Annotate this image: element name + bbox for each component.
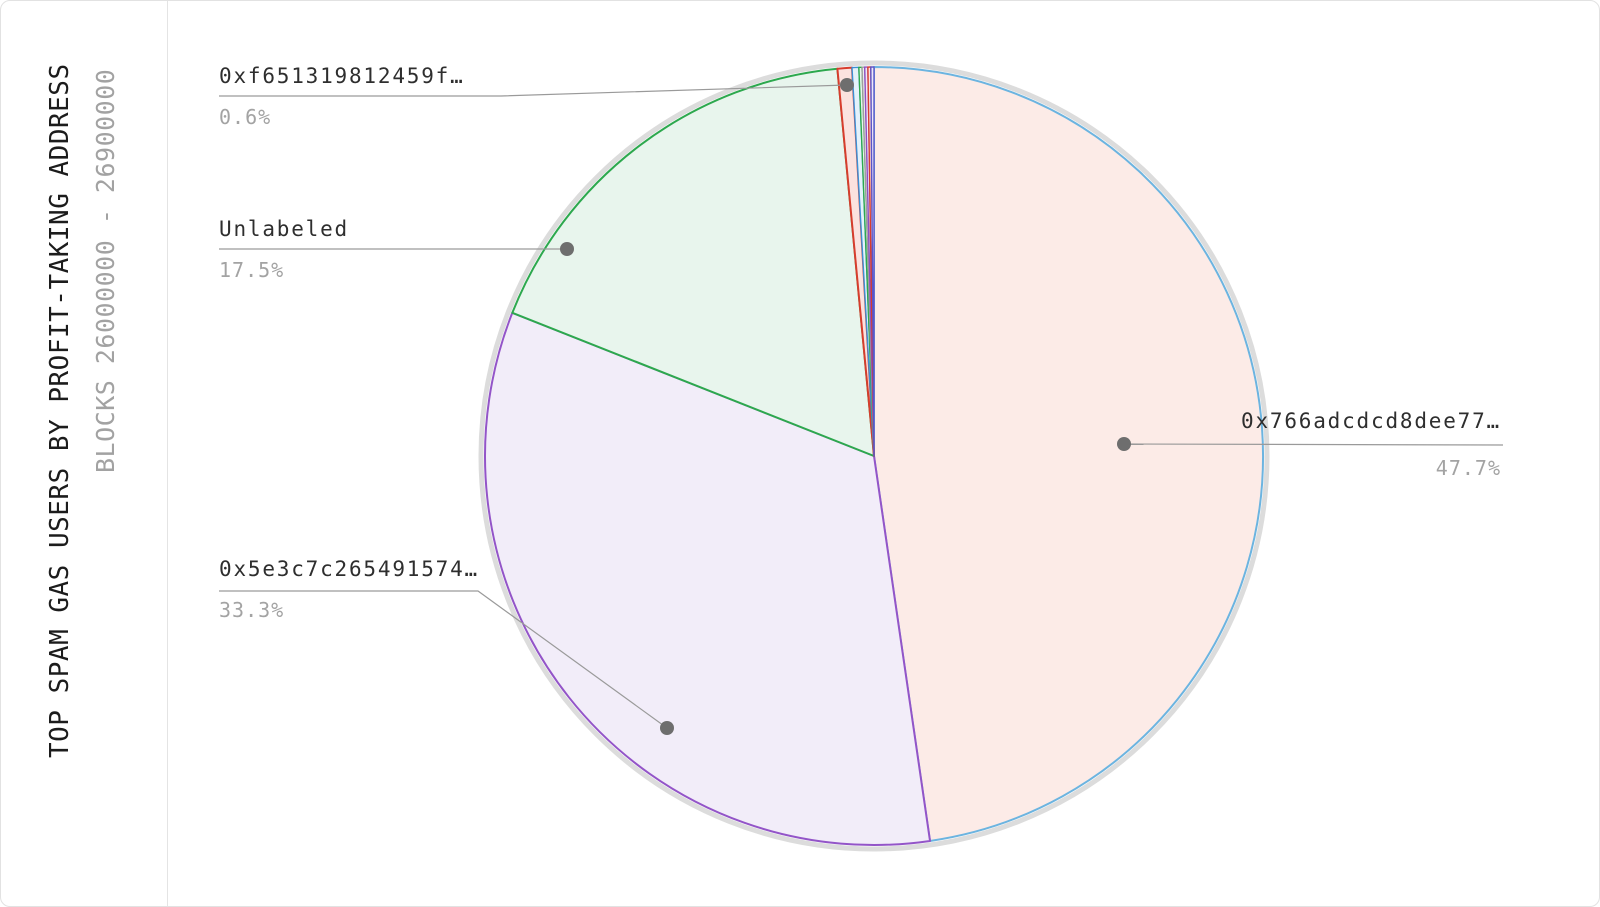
leader-line-0x766a: [1123, 443, 1504, 446]
pie-slices: [484, 66, 1265, 846]
callout-label: 0x5e3c7c265491574…: [219, 557, 479, 581]
callout-percent: 0.6%: [219, 105, 272, 129]
leader-line-0xf651: [219, 84, 848, 97]
callout-percent: 17.5%: [219, 258, 285, 282]
callout-percent: 47.7%: [1435, 456, 1501, 480]
sidebar-divider: [167, 1, 168, 906]
callout-unlabeled: Unlabeled 17.5%: [219, 216, 349, 282]
callout-dot-0xf651: [840, 78, 854, 92]
callout-label: Unlabeled: [219, 217, 349, 241]
callout-dot-unlabeled: [560, 242, 574, 256]
callout-label: 0xf651319812459f…: [219, 64, 465, 88]
pie-slice-0x766adcdcd8: [873, 66, 1265, 842]
callout-dot-0x5e3c: [660, 721, 674, 735]
callout-percent: 33.3%: [219, 598, 285, 622]
pie-slice-0x5e3c7c2654: [484, 311, 932, 846]
callout-0x766adcdcd8dee77: 0x766adcdcd8dee77… 47.7%: [1241, 408, 1501, 480]
pie-slice-Unlabeled: [511, 67, 875, 457]
callout-0x5e3c7c265491574: 0x5e3c7c265491574… 33.3%: [219, 556, 479, 622]
pie-slice-micro-9: [870, 66, 875, 457]
leader-line-0x5e3c: [219, 590, 668, 729]
callout-dot-0x766a: [1117, 437, 1131, 451]
callout-label: 0x766adcdcd8dee77…: [1241, 409, 1501, 433]
callout-0xf651319812459f: 0xf651319812459f… 0.6%: [219, 63, 465, 129]
pie-outer-ring: [478, 60, 1270, 852]
